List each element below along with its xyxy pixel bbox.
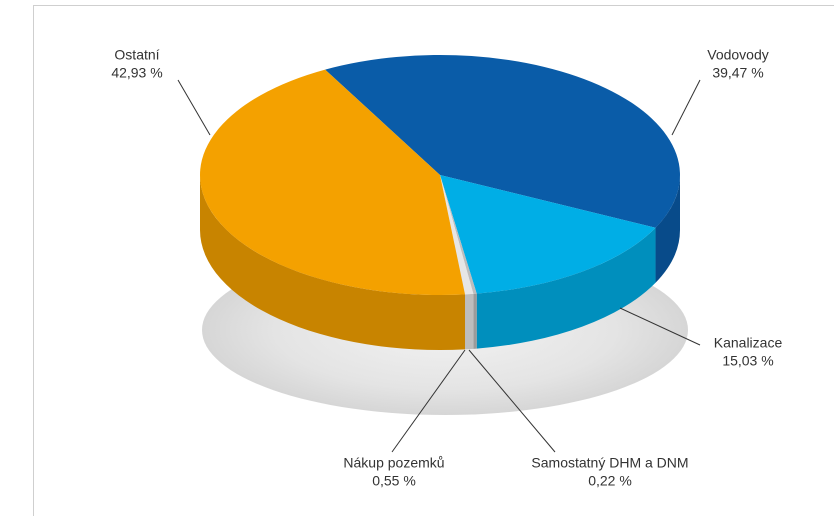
leader-line <box>391 349 466 453</box>
slice <box>440 175 656 294</box>
slice-value: 15,03 % <box>722 353 773 369</box>
slice <box>325 55 680 228</box>
slice-side <box>200 175 466 350</box>
slice-side <box>465 293 474 350</box>
slice-value: 0,55 % <box>372 473 416 489</box>
slice-side <box>473 293 477 349</box>
slice-label: Vodovody <box>707 47 769 63</box>
slice-label: Samostatný DHM a DNM <box>531 455 688 471</box>
slice-side <box>476 227 656 349</box>
slice-label: Kanalizace <box>714 335 783 351</box>
slice-label: Ostatní <box>114 47 159 63</box>
leader-line <box>468 349 556 453</box>
leader-line <box>619 307 701 346</box>
leader-line <box>671 79 701 136</box>
slice-value: 42,93 % <box>111 65 162 81</box>
pie <box>199 55 680 350</box>
slice <box>440 175 474 295</box>
leader-line <box>177 79 211 136</box>
slice <box>440 175 477 294</box>
slice-side <box>655 175 680 283</box>
slice-value: 0,22 % <box>588 473 632 489</box>
slice-value: 39,47 % <box>712 65 763 81</box>
slice <box>199 69 466 295</box>
frame <box>33 5 834 516</box>
labels: Vodovody 39,47 % Kanalizace 15,03 % Samo… <box>111 47 782 489</box>
slice-label: Nákup pozemků <box>343 455 444 471</box>
